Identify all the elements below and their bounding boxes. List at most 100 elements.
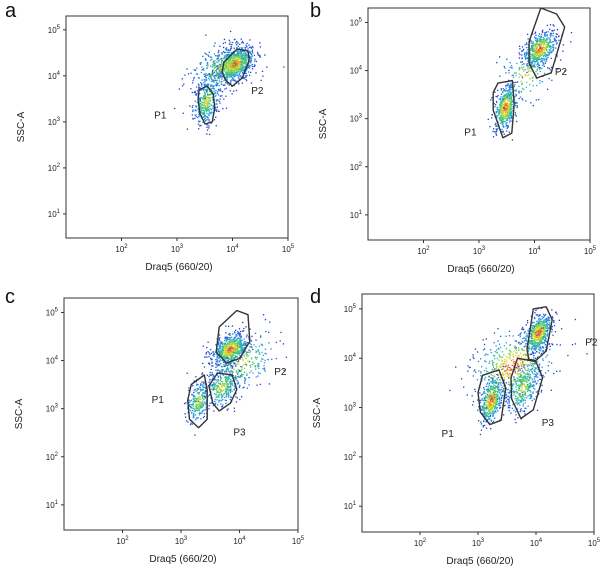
event-point (231, 60, 234, 63)
event-point (211, 93, 213, 96)
event-point (206, 112, 208, 115)
event-point (212, 108, 214, 110)
event-point (218, 84, 220, 87)
event-point (491, 394, 493, 396)
event-point (510, 115, 513, 117)
event-point (242, 387, 244, 389)
event-point (228, 343, 230, 346)
event-point (219, 390, 222, 393)
event-point (494, 406, 496, 408)
event-point (221, 386, 223, 389)
event-point (193, 76, 195, 78)
event-point (216, 389, 218, 391)
event-point (521, 61, 523, 63)
event-point (493, 389, 495, 392)
event-point (206, 94, 209, 97)
event-point (199, 102, 201, 105)
event-point (486, 397, 489, 399)
event-point (228, 64, 231, 66)
event-point (184, 413, 186, 415)
event-point (501, 119, 504, 121)
event-point (219, 345, 221, 347)
event-point (494, 381, 497, 383)
event-point (204, 95, 207, 98)
event-point (511, 107, 513, 110)
event-point (238, 65, 241, 68)
event-point (542, 48, 544, 50)
event-point (499, 98, 502, 100)
event-point (233, 70, 235, 72)
event-point (227, 338, 229, 341)
event-point (545, 55, 547, 57)
event-point (250, 46, 252, 48)
event-point (515, 90, 517, 93)
event-point (230, 384, 232, 386)
event-point (227, 350, 229, 353)
event-point (228, 57, 231, 59)
event-point (202, 385, 204, 387)
event-point (240, 335, 243, 337)
event-point (248, 384, 250, 386)
event-point (497, 89, 499, 92)
event-point (246, 67, 249, 70)
event-point (534, 31, 537, 33)
event-point (550, 33, 552, 35)
event-point (539, 40, 541, 43)
event-point (238, 83, 240, 85)
event-point (219, 68, 221, 70)
event-point (228, 72, 230, 74)
event-point (233, 362, 235, 364)
event-point (501, 386, 503, 389)
event-point (239, 69, 241, 71)
event-point (231, 365, 234, 368)
event-point (235, 396, 237, 398)
event-point (233, 57, 236, 59)
event-point (198, 85, 200, 87)
event-point (218, 383, 221, 385)
event-point (237, 381, 239, 383)
event-point (543, 72, 546, 75)
event-point (203, 84, 205, 86)
event-point (240, 69, 243, 71)
event-point (225, 56, 227, 58)
event-point (509, 106, 512, 108)
event-point (551, 79, 553, 81)
event-point (552, 35, 554, 37)
event-point (255, 358, 258, 360)
event-point (216, 385, 219, 388)
event-point (533, 36, 536, 38)
event-point (542, 50, 544, 52)
event-point (205, 90, 207, 92)
event-point (550, 35, 552, 37)
event-point (547, 43, 550, 45)
event-point (215, 55, 217, 57)
event-point (505, 85, 507, 87)
event-point (540, 59, 543, 61)
event-point (201, 381, 203, 383)
event-point (217, 350, 219, 353)
event-point (205, 403, 208, 406)
x-tick-label: 102 (115, 244, 128, 254)
event-point (531, 53, 533, 56)
event-point (503, 106, 506, 108)
event-point (254, 365, 257, 367)
event-point (224, 399, 226, 401)
event-point (233, 61, 235, 63)
event-point (199, 110, 202, 113)
event-point (200, 100, 202, 103)
event-point (499, 402, 501, 404)
event-point (231, 65, 233, 68)
event-point (504, 89, 506, 91)
event-point (204, 115, 207, 117)
event-point (228, 84, 230, 86)
event-point (249, 346, 251, 348)
event-point (224, 51, 226, 54)
event-point (193, 398, 195, 400)
event-point (243, 338, 245, 340)
event-point (259, 46, 261, 48)
event-point (206, 67, 208, 69)
event-point (490, 400, 492, 403)
event-point (514, 103, 517, 105)
event-point (234, 363, 236, 365)
event-point (498, 112, 500, 114)
